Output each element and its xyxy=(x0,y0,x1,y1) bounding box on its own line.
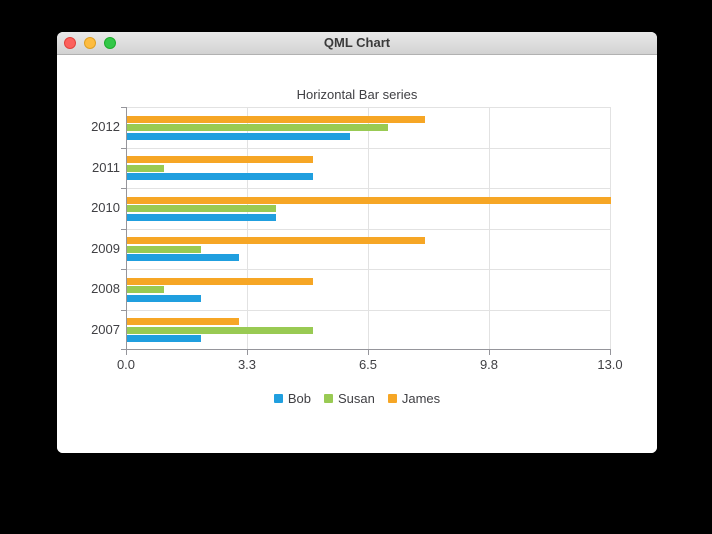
y-axis-tick xyxy=(121,107,126,108)
y-axis-tick xyxy=(121,188,126,189)
y-axis-tick xyxy=(121,310,126,311)
legend-label-susan: Susan xyxy=(337,391,375,406)
window-content: Horizontal Bar series 2012 2011 2010 2009 20… xyxy=(57,55,657,453)
x-tick-label: 0.0 xyxy=(116,357,136,372)
x-tick-label: 6.5 xyxy=(358,357,378,372)
y-category-label: 2010 xyxy=(91,200,120,215)
chart-legend: Bob Susan James xyxy=(57,391,657,406)
bar-susan-2011 xyxy=(127,164,164,172)
bar-james-2010 xyxy=(127,196,611,204)
gridline-vertical xyxy=(368,107,369,350)
gridline-horizontal xyxy=(126,188,611,189)
y-axis-line xyxy=(126,107,127,350)
gridline-horizontal xyxy=(126,148,611,149)
legend-marker-bob xyxy=(273,394,283,403)
gridline-horizontal xyxy=(126,107,611,108)
x-axis-tick xyxy=(610,350,611,355)
x-axis-line xyxy=(126,349,611,350)
bar-bob-2012 xyxy=(127,132,350,140)
x-tick-label: 9.8 xyxy=(479,357,499,372)
legend-item-bob: Bob xyxy=(273,391,311,406)
bar-susan-2010 xyxy=(127,205,276,213)
zoom-button[interactable] xyxy=(104,37,116,49)
y-category-label: 2009 xyxy=(91,240,120,256)
bar-james-2012 xyxy=(127,115,425,123)
y-axis-tick xyxy=(121,229,126,230)
legend-marker-james xyxy=(387,394,397,403)
y-axis-tick xyxy=(121,269,126,270)
x-tick-label: 13.0 xyxy=(597,357,623,372)
bar-james-2011 xyxy=(127,156,313,164)
minimize-button[interactable] xyxy=(84,37,96,49)
gridline-horizontal xyxy=(126,269,611,270)
bar-bob-2007 xyxy=(127,335,201,343)
legend-marker-susan xyxy=(323,394,333,403)
y-axis-tick xyxy=(121,148,126,149)
gridline-horizontal xyxy=(126,229,611,230)
app-window: QML Chart Horizontal Bar series 2012 2011… xyxy=(57,32,657,453)
gridline-vertical xyxy=(489,107,490,350)
bar-susan-2007 xyxy=(127,326,313,334)
bar-susan-2009 xyxy=(127,245,201,253)
legend-item-james: James xyxy=(387,391,441,406)
window-titlebar[interactable]: QML Chart xyxy=(57,32,657,55)
close-button[interactable] xyxy=(64,37,76,49)
window-title: QML Chart xyxy=(323,35,391,50)
plot-area xyxy=(121,107,611,355)
legend-item-susan: Susan xyxy=(323,391,375,406)
bar-susan-2008 xyxy=(127,286,164,294)
y-category-label: 2012 xyxy=(91,119,120,134)
bar-bob-2008 xyxy=(127,294,201,302)
x-axis-tick xyxy=(368,350,369,355)
bar-james-2008 xyxy=(127,277,313,285)
bar-bob-2009 xyxy=(127,254,239,262)
bar-susan-2012 xyxy=(127,124,388,132)
bar-bob-2011 xyxy=(127,173,313,181)
x-tick-label: 3.3 xyxy=(237,357,257,372)
window-controls xyxy=(64,37,116,49)
gridline-vertical xyxy=(247,107,248,350)
gridline-horizontal xyxy=(126,310,611,311)
x-axis-tick xyxy=(489,350,490,355)
legend-label-bob: Bob xyxy=(287,391,311,406)
legend-label-james: James xyxy=(401,391,441,406)
y-category-label: 2008 xyxy=(91,281,120,296)
y-category-label: 2007 xyxy=(91,321,120,337)
y-category-label: 2011 xyxy=(92,159,120,175)
y-axis-tick xyxy=(121,349,126,350)
bar-bob-2010 xyxy=(127,213,276,221)
chart-title: Horizontal Bar series xyxy=(296,87,418,102)
x-axis-tick xyxy=(247,350,248,355)
bar-james-2009 xyxy=(127,237,425,245)
gridline-vertical xyxy=(610,107,611,350)
bar-james-2007 xyxy=(127,318,239,326)
x-axis-tick xyxy=(126,350,127,355)
